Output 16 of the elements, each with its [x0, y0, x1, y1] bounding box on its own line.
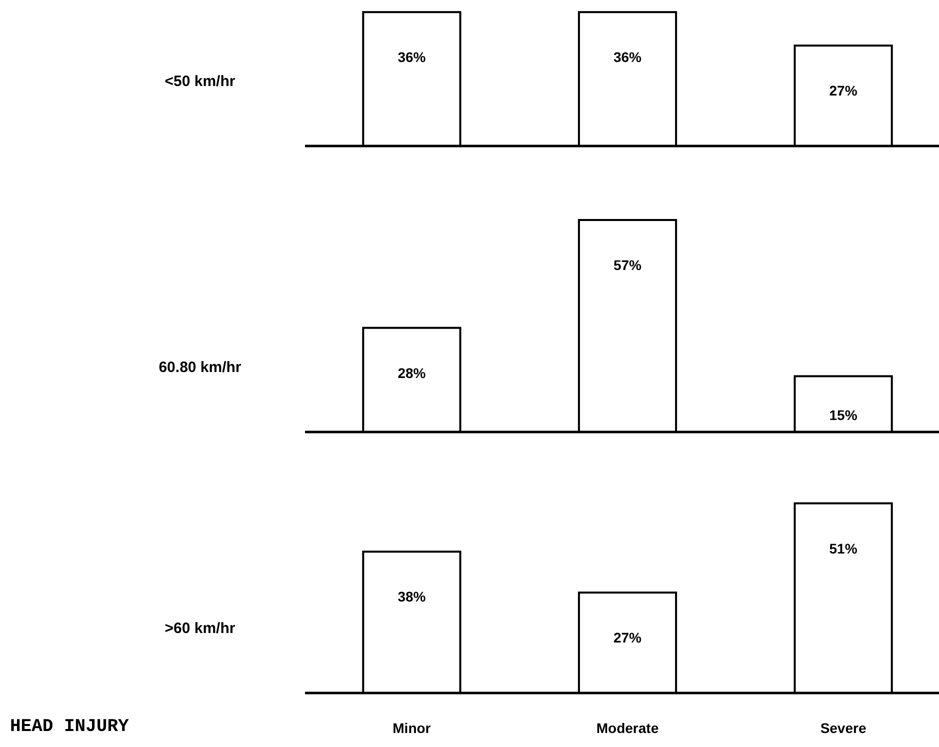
x-tick-label: Severe [820, 720, 866, 736]
data-label: 15% [829, 407, 858, 423]
y-axis-title: 60.80 km/hr [158, 359, 242, 376]
data-label: 36% [613, 49, 642, 66]
data-label: 28% [398, 364, 426, 381]
y-axis-title: <50 km/hr [164, 73, 236, 90]
x-tick-label: Minor [392, 720, 432, 736]
data-label: 27% [613, 630, 642, 646]
text: HEAD INJURY [10, 717, 130, 737]
data-label: 27% [829, 82, 858, 99]
data-label: 36% [398, 49, 426, 66]
data-label: 38% [398, 588, 426, 605]
x-tick-label: Moderate [596, 720, 659, 736]
data-label: 51% [829, 540, 858, 556]
data-label: 57% [613, 257, 642, 273]
y-axis-title: >60 km/hr [164, 620, 236, 637]
